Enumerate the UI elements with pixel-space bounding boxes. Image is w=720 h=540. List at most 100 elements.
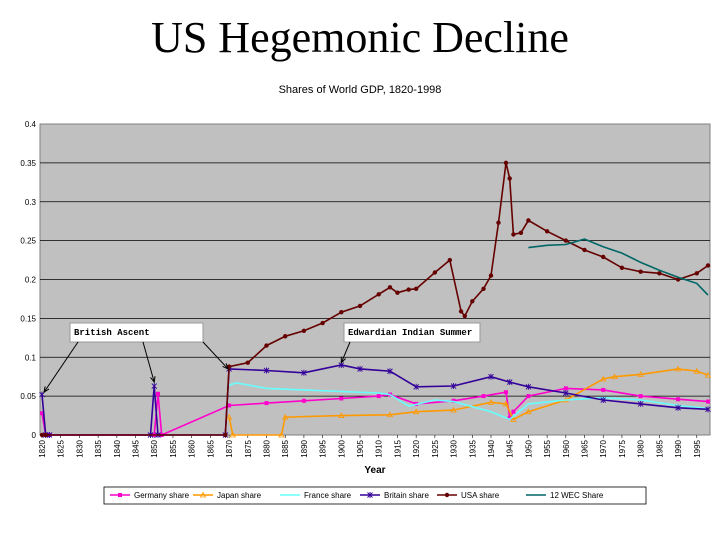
data-point <box>675 404 681 411</box>
y-tick-label: 0.15 <box>20 314 36 323</box>
data-point <box>278 431 285 438</box>
data-point <box>487 399 495 405</box>
data-point <box>155 391 160 396</box>
data-point <box>511 232 516 237</box>
data-point <box>451 398 456 403</box>
legend-label: Britain share <box>384 491 429 500</box>
legend-label: USA share <box>461 491 500 500</box>
annotation-box <box>343 322 481 343</box>
data-point <box>563 238 569 243</box>
legend-item: USA share <box>437 491 500 500</box>
x-tick-label: 1940 <box>487 439 496 457</box>
annotation-arrowhead <box>150 376 156 384</box>
data-point <box>676 397 681 402</box>
data-point <box>705 406 711 413</box>
series-line <box>528 238 709 296</box>
data-point <box>40 411 44 416</box>
x-tick-label: 1960 <box>562 439 571 457</box>
series-line <box>41 387 709 437</box>
x-tick-label: 1920 <box>412 439 421 457</box>
data-point <box>619 265 625 271</box>
data-point <box>600 397 607 404</box>
y-tick-label: 0.25 <box>20 237 36 246</box>
data-point <box>406 287 411 292</box>
data-point <box>338 412 345 418</box>
x-tick-label: 1900 <box>337 439 346 457</box>
y-tick-label: 0.3 <box>25 198 37 207</box>
data-point <box>488 273 494 278</box>
legend-label: Germany share <box>134 491 190 500</box>
data-point <box>511 409 516 414</box>
data-point <box>225 413 233 420</box>
data-point <box>544 229 550 234</box>
data-point <box>301 369 307 376</box>
data-point <box>447 257 453 263</box>
x-axis-label: Year <box>364 465 385 476</box>
x-tick-label: 1945 <box>506 439 515 457</box>
data-point <box>694 271 699 276</box>
data-point <box>518 230 524 236</box>
series-usa-share <box>39 160 711 438</box>
data-point <box>151 383 158 390</box>
y-tick-label: 0.05 <box>20 392 36 401</box>
series-britain-share <box>39 362 711 438</box>
data-point <box>367 492 373 498</box>
data-point <box>386 411 394 418</box>
data-point <box>301 398 306 403</box>
data-point <box>413 383 419 390</box>
legend-item: Germany share <box>110 491 190 500</box>
x-tick-label: 1970 <box>599 439 608 457</box>
legend-item: Britain share <box>360 491 429 500</box>
data-point <box>462 313 467 319</box>
data-point <box>503 390 508 395</box>
legend-label: France share <box>304 491 352 500</box>
x-tick-label: 1990 <box>674 439 683 457</box>
legend-item: France share <box>280 491 352 500</box>
data-point <box>43 432 48 438</box>
data-point <box>357 365 363 372</box>
data-point <box>444 492 450 498</box>
data-point <box>674 365 682 372</box>
data-point <box>39 432 45 438</box>
data-point <box>458 309 464 314</box>
x-tick-label: 1820 <box>38 439 47 457</box>
data-point <box>638 269 643 274</box>
data-point <box>496 220 501 225</box>
data-point <box>245 360 250 365</box>
data-point <box>339 309 344 315</box>
data-point <box>675 277 681 282</box>
data-point <box>450 383 457 390</box>
y-tick-label: 0.35 <box>20 159 36 168</box>
series-line <box>228 382 709 421</box>
x-tick-label: 1985 <box>655 439 664 457</box>
data-point <box>339 396 344 401</box>
annotation-british-ascent: British Ascent <box>74 328 150 338</box>
data-point <box>283 334 288 339</box>
x-tick-label: 1825 <box>57 439 66 457</box>
x-tick-label: 1895 <box>319 439 328 457</box>
x-tick-label: 1860 <box>188 439 197 457</box>
data-point <box>481 286 486 292</box>
data-point <box>488 373 494 380</box>
data-point <box>301 328 307 334</box>
series-france-share <box>228 382 709 421</box>
legend-label: Japan share <box>217 491 262 500</box>
data-point <box>387 368 393 375</box>
data-point <box>506 379 513 386</box>
data-point <box>481 394 486 399</box>
x-tick-label: 1855 <box>169 439 178 457</box>
y-tick-label: 0.1 <box>25 353 37 362</box>
data-point <box>693 367 700 374</box>
chart-title: Shares of World GDP, 1820-1998 <box>279 84 442 96</box>
data-point <box>526 394 531 399</box>
annotation-edwardian-indian-summer: Edwardian Indian Summer <box>348 328 472 338</box>
data-point <box>199 491 207 498</box>
data-point <box>705 263 711 268</box>
x-tick-label: 1975 <box>618 439 627 457</box>
x-tick-label: 1935 <box>468 439 477 457</box>
x-tick-label: 1850 <box>150 439 159 457</box>
data-point <box>706 399 710 404</box>
x-tick-label: 1995 <box>693 439 702 457</box>
annotation-arrow <box>43 341 79 393</box>
